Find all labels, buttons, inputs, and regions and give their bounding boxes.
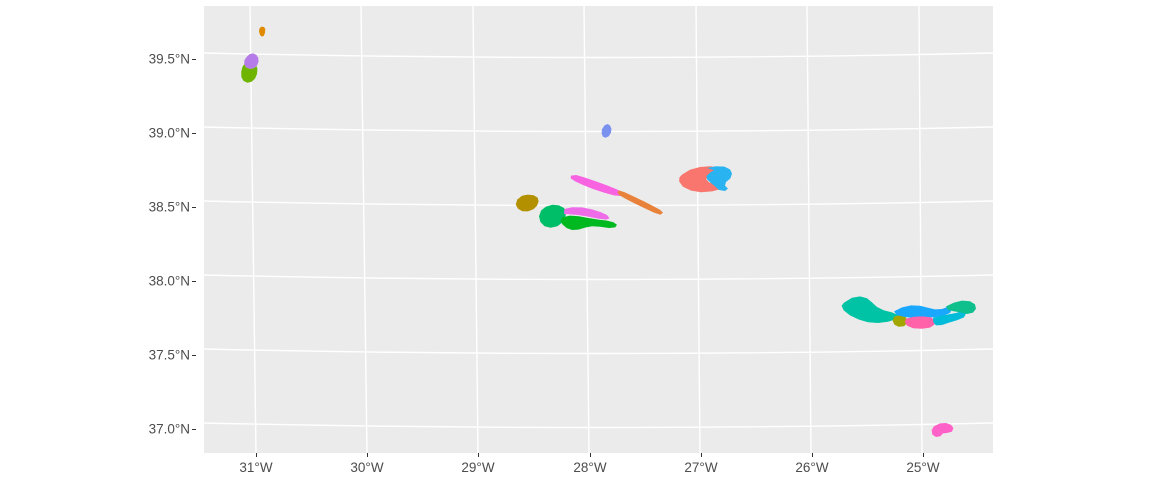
x-tick-label: 27°W	[684, 460, 718, 475]
x-tick-mark	[478, 453, 479, 457]
x-tick-mark	[812, 453, 813, 457]
x-tick-label: 31°W	[239, 460, 273, 475]
y-tick-label: 37.0°N	[148, 421, 190, 437]
region-vila-franca-do-campo	[904, 316, 935, 329]
x-tick-label: 29°W	[461, 460, 495, 475]
y-tick-label: 38.5°N	[148, 199, 190, 215]
y-tick-mark	[192, 207, 196, 208]
region-povoacao	[933, 311, 966, 326]
x-tick-label: 28°W	[573, 460, 607, 475]
y-tick-mark	[192, 429, 196, 430]
region-vila-do-porto	[931, 423, 954, 437]
x-tick-mark	[590, 453, 591, 457]
x-tick-label: 25°W	[906, 460, 940, 475]
y-tick-label: 37.5°N	[148, 347, 190, 363]
y-tick-label: 39.5°N	[148, 51, 190, 67]
region-calheta	[617, 190, 663, 215]
region-corvo	[259, 26, 266, 37]
region-corvo-gold	[515, 194, 539, 212]
y-tick-mark	[192, 59, 196, 60]
x-tick-mark	[367, 453, 368, 457]
map-panel	[204, 6, 993, 453]
region-lajes-do-pico	[560, 215, 617, 230]
map-canvas	[204, 6, 993, 453]
y-tick-label: 38.0°N	[148, 273, 190, 289]
region-graciosa	[601, 124, 612, 138]
region-lagoa	[892, 315, 908, 327]
x-tick-mark	[701, 453, 702, 457]
y-tick-mark	[192, 355, 196, 356]
region-santa-cruz-das-flores	[244, 53, 259, 69]
x-tick-label: 30°W	[350, 460, 384, 475]
y-tick-mark	[192, 281, 196, 282]
y-axis: 39.5°N 39.0°N 38.5°N 38.0°N 37.5°N 37.0°…	[0, 0, 200, 480]
region-velas	[570, 175, 623, 196]
region-praia-da-vitoria	[706, 166, 732, 191]
region-ribeira-grande	[894, 305, 952, 318]
x-tick-mark	[923, 453, 924, 457]
region-horta	[539, 204, 566, 228]
y-tick-mark	[192, 133, 196, 134]
x-tick-label: 26°W	[795, 460, 829, 475]
region-nordeste	[946, 300, 976, 314]
region-lajes-das-flores	[241, 64, 258, 83]
x-tick-mark	[256, 453, 257, 457]
y-tick-label: 39.0°N	[148, 125, 190, 141]
region-ponta-delgada	[841, 296, 898, 323]
region-madalena	[564, 207, 610, 220]
grid-parallels	[204, 52, 993, 429]
